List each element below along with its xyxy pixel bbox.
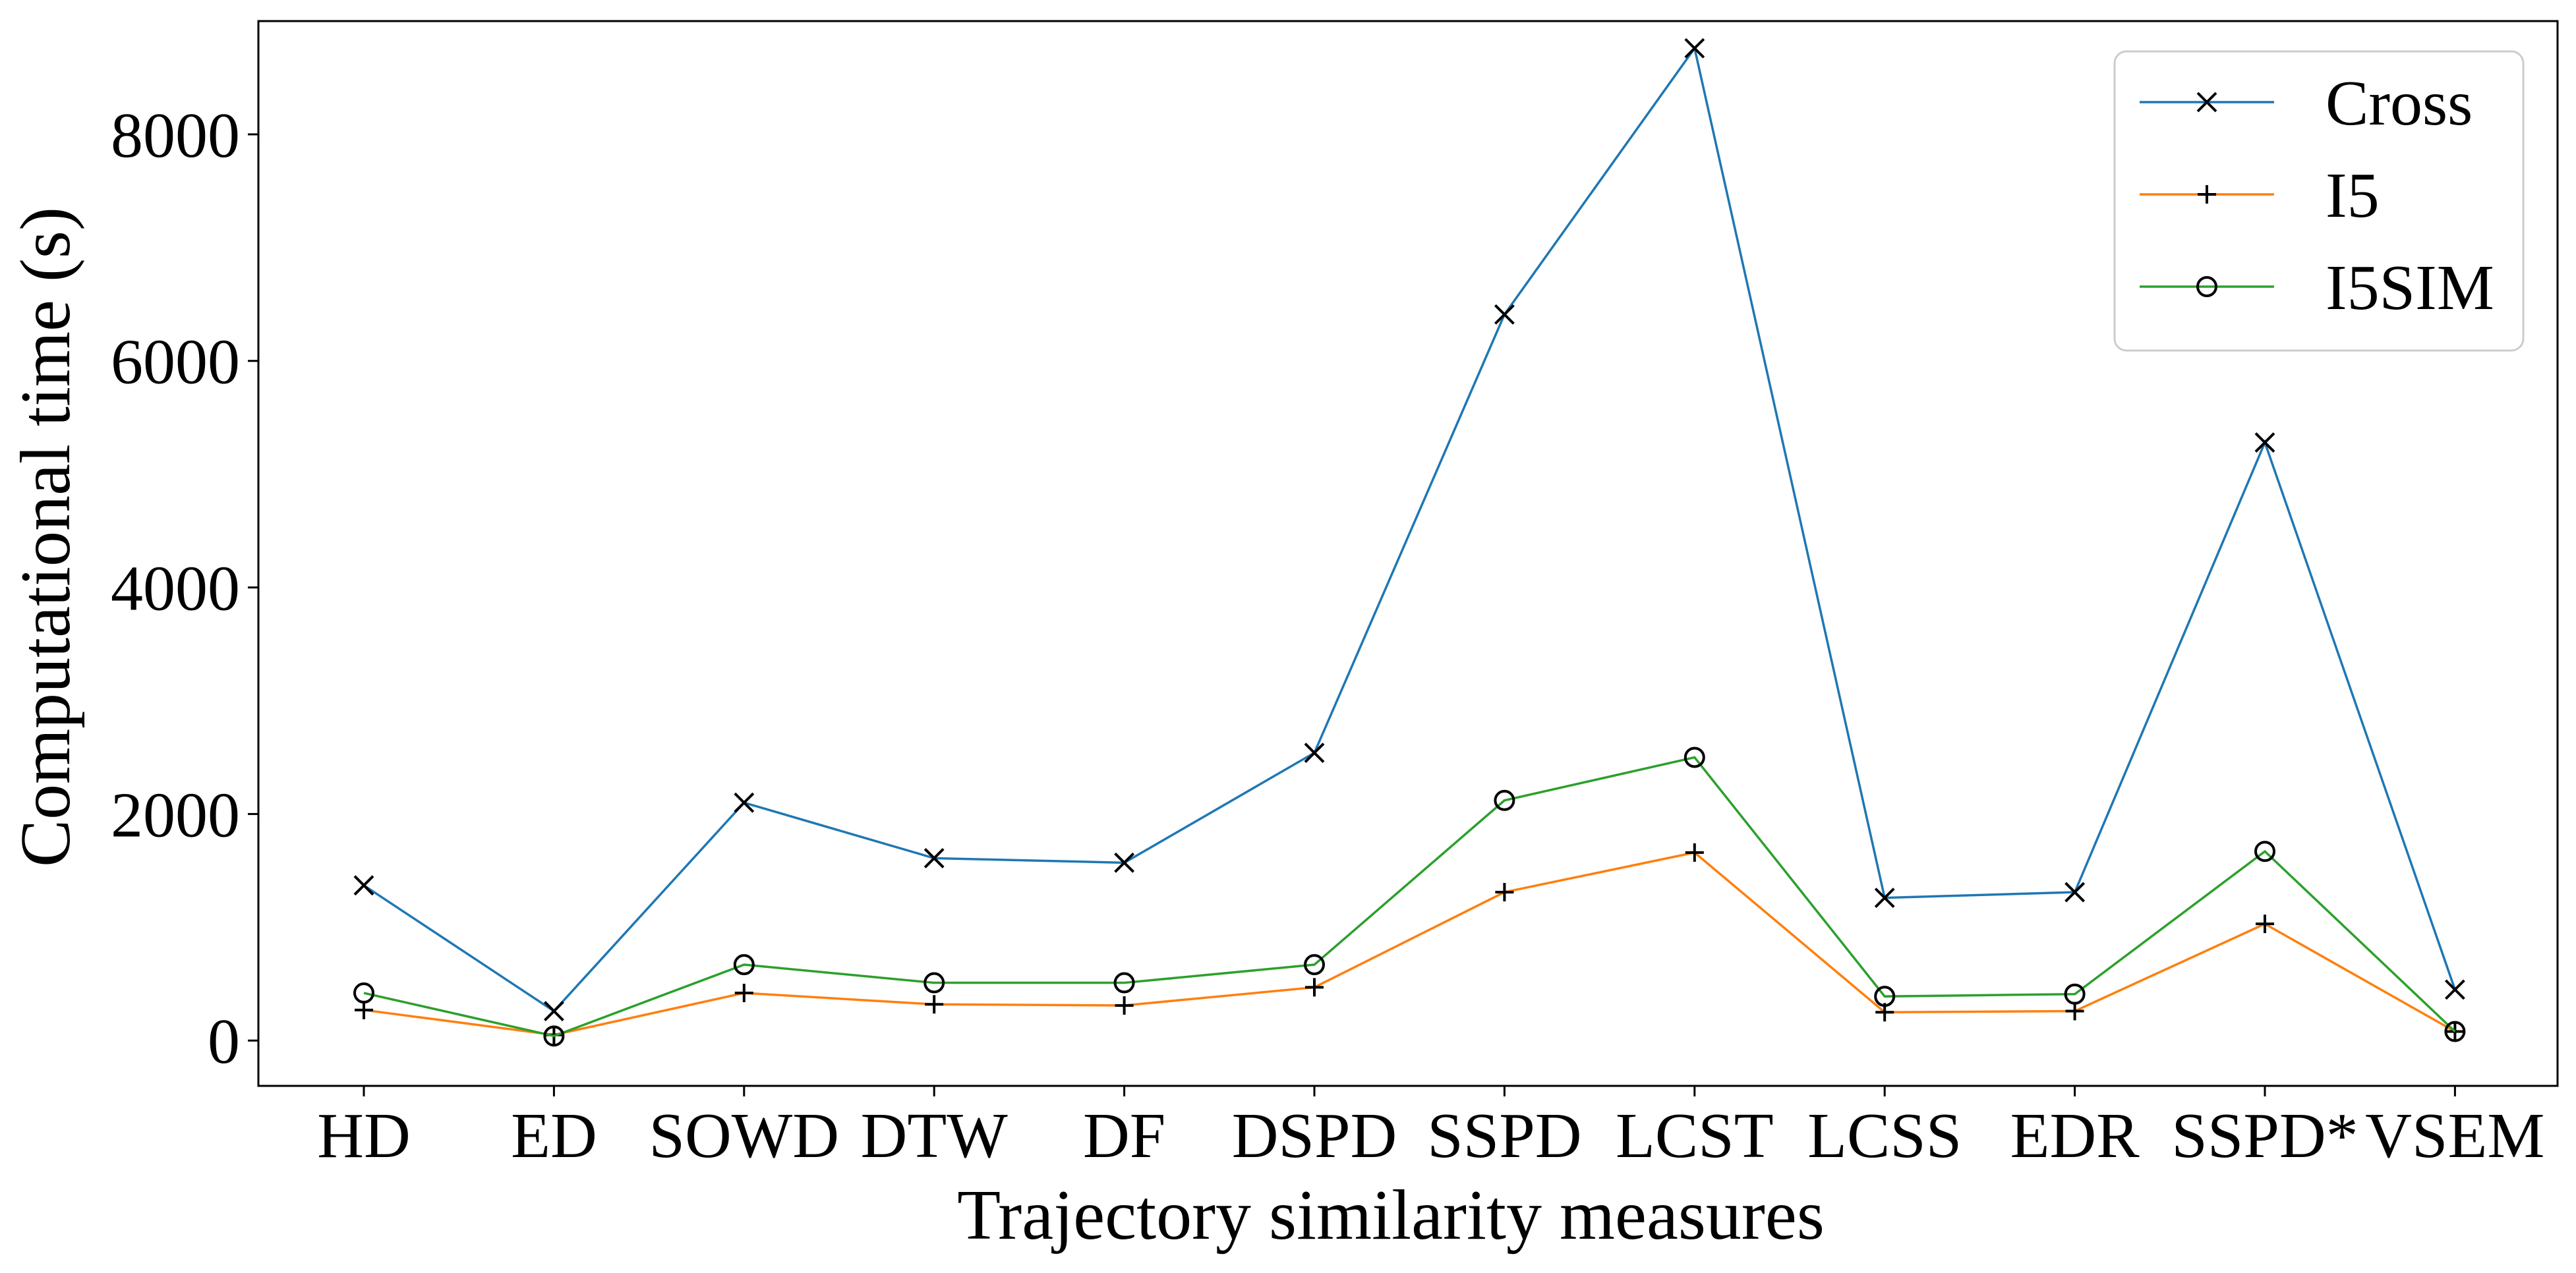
data-point-cross-sspd [2254, 432, 2275, 453]
data-point-cross-lcss [1874, 888, 1895, 909]
y-tick-label-8000: 8000 [111, 100, 240, 171]
data-point-cross-lcst [1684, 38, 1705, 59]
data-point-cross-sowd [734, 792, 755, 813]
data-point-i5sim-edr [2064, 983, 2086, 1005]
x-tick-label-vsem: VSEM [2365, 1100, 2544, 1172]
series-cross [353, 38, 2465, 1021]
x-tick-label-ed: ED [511, 1100, 597, 1172]
data-point-i5-lcst [1685, 843, 1704, 862]
data-point-i5-df [1115, 996, 1134, 1015]
x-tick-label-lcst: LCST [1616, 1100, 1774, 1172]
y-axis: 0 2000 4000 6000 8000 [111, 100, 258, 1077]
x-axis-title: Trajectory similarity measures [957, 1176, 1825, 1255]
data-point-i5sim-sspd [1494, 789, 1515, 811]
legend-label-i5sim: I5SIM [2326, 252, 2494, 324]
series-i5 [355, 843, 2465, 1044]
data-point-i5sim-df [1113, 972, 1135, 994]
x-tick-label-dspd: DSPD [1232, 1100, 1397, 1172]
data-point-cross-dspd [1304, 743, 1325, 763]
y-tick-label-2000: 2000 [111, 779, 240, 851]
x-tick-label-sspd-: SSPD* [2171, 1100, 2358, 1172]
data-point-i5sim-ed [543, 1025, 565, 1047]
legend-marker-i5 [2198, 185, 2216, 204]
y-tick-label-6000: 6000 [111, 327, 240, 398]
data-point-cross-ed [543, 1001, 564, 1021]
x-tick-label-dtw: DTW [861, 1100, 1009, 1172]
data-point-cross-dtw [923, 848, 945, 868]
data-point-i5-dspd [1305, 978, 1324, 997]
data-point-cross-hd [353, 875, 374, 896]
data-point-i5sim-lcss [1874, 986, 1896, 1007]
data-point-i5sim-lcst [1683, 747, 1705, 768]
x-tick-label-df: DF [1083, 1100, 1165, 1172]
x-tick-label-sowd: SOWD [649, 1100, 840, 1172]
data-point-cross-vsem [2444, 979, 2465, 1000]
x-tick-label-lcss: LCSS [1807, 1100, 1962, 1172]
data-point-i5sim-vsem [2444, 1021, 2466, 1042]
data-point-i5-edr [2065, 1002, 2084, 1021]
data-point-cross-sspd [1494, 304, 1515, 325]
data-point-i5-sowd [734, 984, 753, 1003]
data-point-i5-dtw [925, 995, 944, 1014]
data-point-i5sim-sowd [733, 954, 755, 976]
y-axis-title: Computational time (s) [7, 207, 85, 867]
y-tick-label-4000: 4000 [111, 553, 240, 625]
legend-marker-i5sim [2196, 276, 2217, 297]
x-tick-label-sspd: SSPD [1427, 1100, 1581, 1172]
x-axis: HD ED SOWD DTW DF DSPD SSPD LCST LCSS EDR SSPD* VSE… [317, 1086, 2545, 1172]
legend: Cross I5 I5SIM [2113, 50, 2525, 352]
data-point-i5-hd [355, 1000, 373, 1019]
plot-frame [257, 20, 2559, 1087]
series-i5sim [353, 747, 2466, 1047]
x-tick-label-edr: EDR [2010, 1100, 2140, 1172]
data-point-cross-df [1114, 852, 1135, 873]
data-point-i5-sspd [1495, 883, 1514, 902]
series-line-i5 [363, 851, 2456, 1036]
data-point-i5sim-dtw [923, 972, 945, 994]
data-point-i5sim-sspd [2254, 841, 2275, 863]
legend-marker-cross [2196, 92, 2217, 113]
series-line-i5sim [363, 756, 2456, 1038]
x-tick-label-hd: HD [317, 1100, 411, 1172]
plot-area [257, 20, 2559, 1087]
y-tick-label-0: 0 [208, 1006, 240, 1077]
legend-box [2113, 50, 2525, 352]
data-point-i5sim-dspd [1304, 954, 1325, 976]
legend-label-cross: Cross [2326, 68, 2473, 139]
data-point-cross-edr [2064, 882, 2086, 903]
series-line-cross [363, 45, 2457, 1013]
legend-label-i5: I5 [2326, 160, 2380, 231]
data-point-i5sim-hd [353, 982, 374, 1004]
data-point-i5-sspd [2256, 915, 2274, 934]
